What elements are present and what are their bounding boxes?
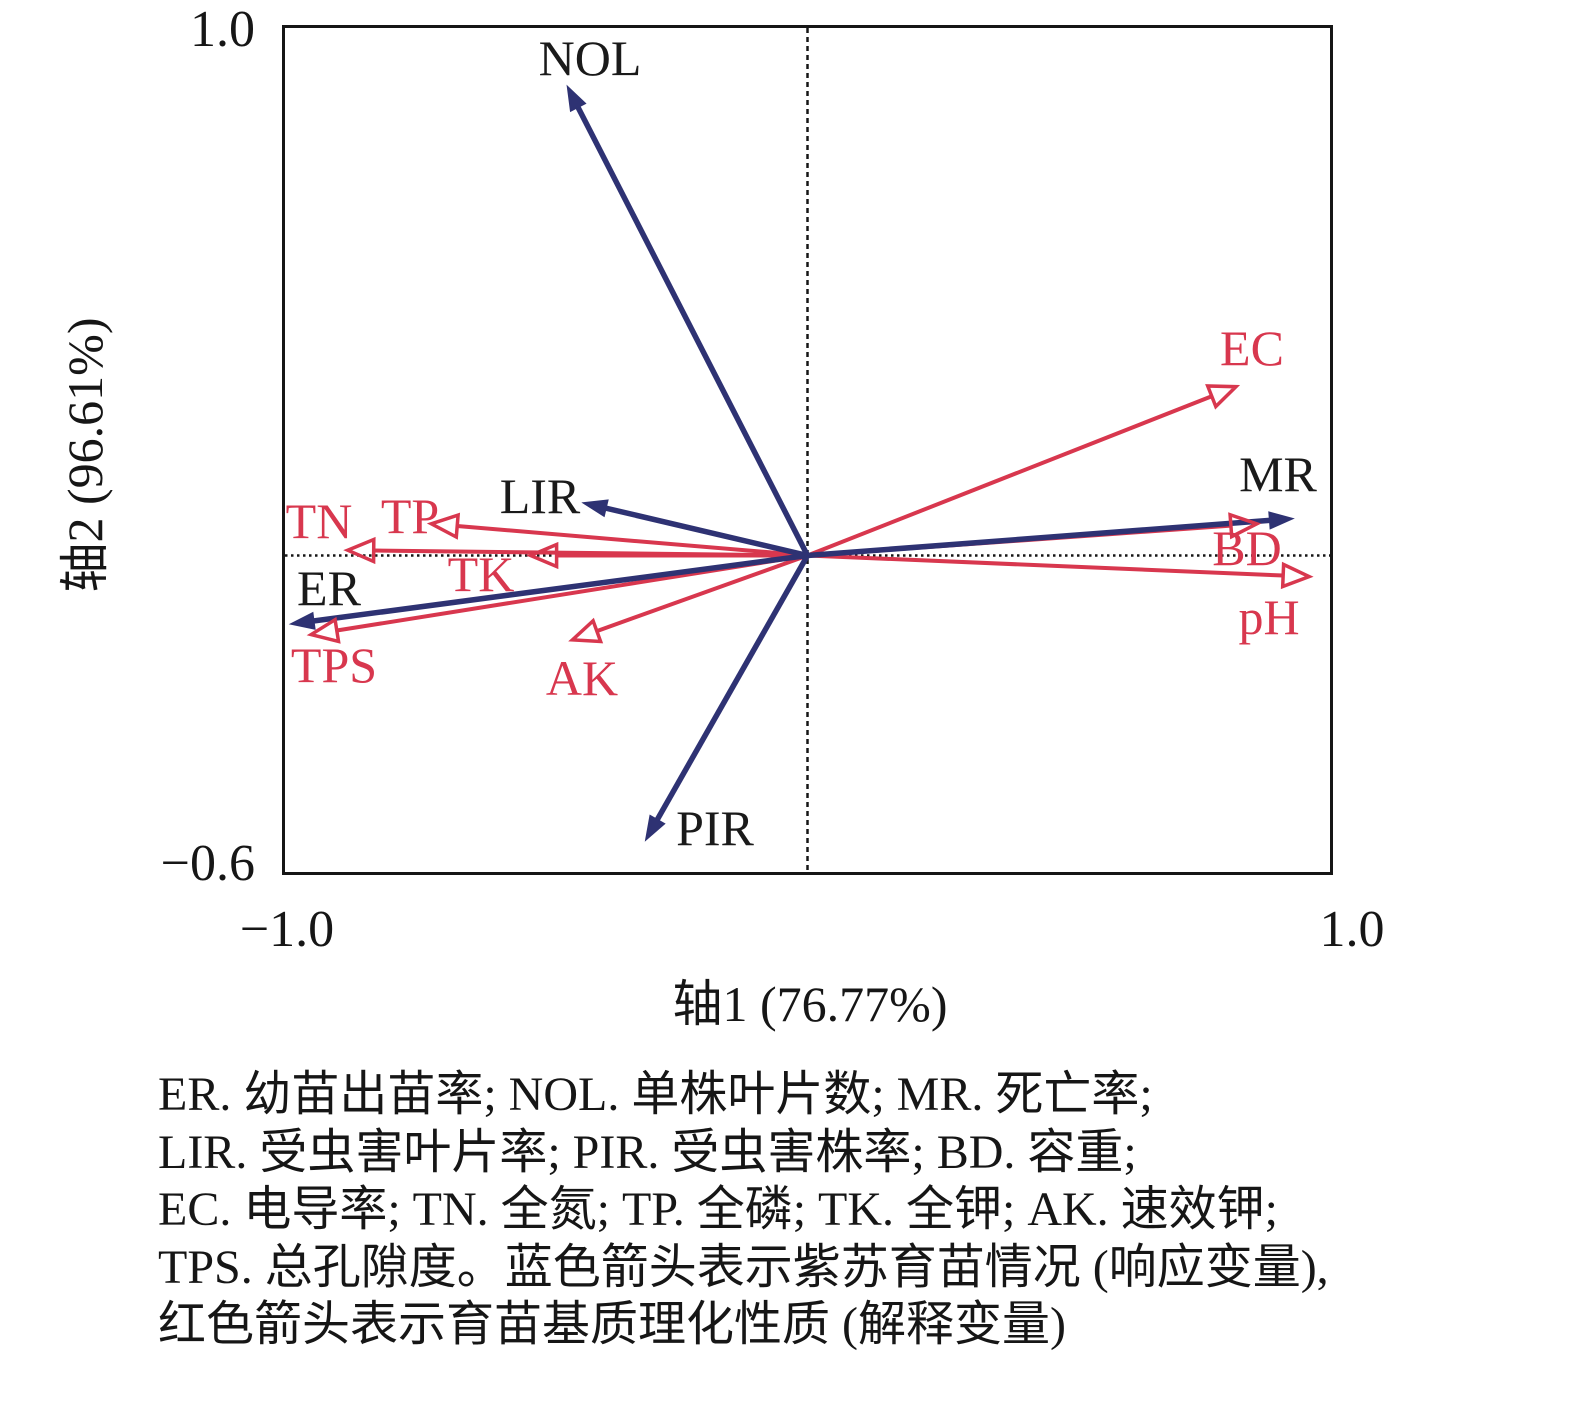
caption-line-1: ER. 幼苗出苗率; NOL. 单株叶片数; MR. 死亡率;: [158, 1068, 1153, 1121]
arrow-label-LIR: LIR: [500, 468, 581, 524]
arrowhead-MR: [1268, 511, 1295, 530]
arrow-label-PIR: PIR: [676, 800, 754, 856]
caption-line-2: LIR. 受虫害叶片率; PIR. 受虫害株率; BD. 容重;: [158, 1125, 1137, 1179]
arrowhead-LIR: [581, 499, 609, 518]
x-axis-tick-left: −1.0: [239, 901, 335, 958]
caption-line-3: EC. 电导率; TN. 全氮; TP. 全磷; TK. 全钾; AK. 速效钾…: [158, 1183, 1279, 1236]
arrow-label-TK: TK: [448, 546, 515, 602]
y-axis-tick-top: 1.0: [190, 1, 255, 58]
arrowhead-TPS: [306, 616, 341, 644]
arrow-shaft-pH: [807, 553, 1284, 578]
arrowhead-TK: [526, 541, 559, 570]
x-axis-title: 轴1 (76.77%): [672, 976, 948, 1032]
arrow-label-TPS: TPS: [291, 637, 377, 693]
arrow-label-ER: ER: [297, 560, 362, 616]
arrowhead-PIR: [644, 814, 666, 842]
arrowhead-AK: [568, 617, 604, 644]
arrow-shaft-NOL: [569, 94, 810, 557]
arrowhead-pH: [1280, 561, 1314, 590]
arrow-shaft-ER: [300, 552, 808, 626]
caption-line-5: 红色箭头表示育苗基质理化性质 (解释变量): [158, 1298, 1066, 1351]
arrow-label-BD: BD: [1212, 520, 1281, 576]
arrowhead-NOL: [566, 84, 587, 113]
plot-area: EC BD pH TN TP TK TPS AK NOL MR LIR ER PIR: [282, 25, 1333, 875]
arrow-shaft-PIR: [648, 554, 810, 833]
arrowhead-TP: [426, 512, 461, 540]
arrow-label-TP: TP: [381, 488, 439, 544]
arrow-shaft-LIR: [592, 502, 809, 559]
y-axis-title: 轴2 (96.61%): [57, 317, 113, 593]
arrow-shaft-AK: [596, 553, 809, 633]
arrow-label-NOL: NOL: [539, 30, 642, 86]
caption-line-4: TPS. 总孔隙度。蓝色箭头表示紫苏育苗情况 (响应变量),: [158, 1240, 1329, 1294]
arrowhead-EC: [1205, 384, 1241, 410]
arrow-shaft-MR: [807, 516, 1283, 559]
arrow-shaft-TP: [457, 524, 808, 558]
arrow-label-pH: pH: [1238, 589, 1299, 645]
arrowhead-TN: [343, 536, 376, 565]
arrow-label-MR: MR: [1239, 446, 1317, 502]
arrow-label-AK: AK: [546, 650, 618, 706]
y-axis-tick-bottom: −0.6: [160, 835, 255, 892]
x-axis-tick-right: 1.0: [1319, 901, 1385, 958]
arrowhead-BD: [1228, 512, 1262, 540]
arrowhead-ER: [288, 611, 316, 630]
figure-caption: ER. 幼苗出苗率; NOL. 单株叶片数; MR. 死亡率; LIR. 受虫害…: [158, 1066, 1518, 1354]
arrow-label-TN: TN: [286, 493, 353, 549]
arrow-shaft-EC: [806, 394, 1213, 558]
arrow-label-EC: EC: [1220, 320, 1284, 376]
